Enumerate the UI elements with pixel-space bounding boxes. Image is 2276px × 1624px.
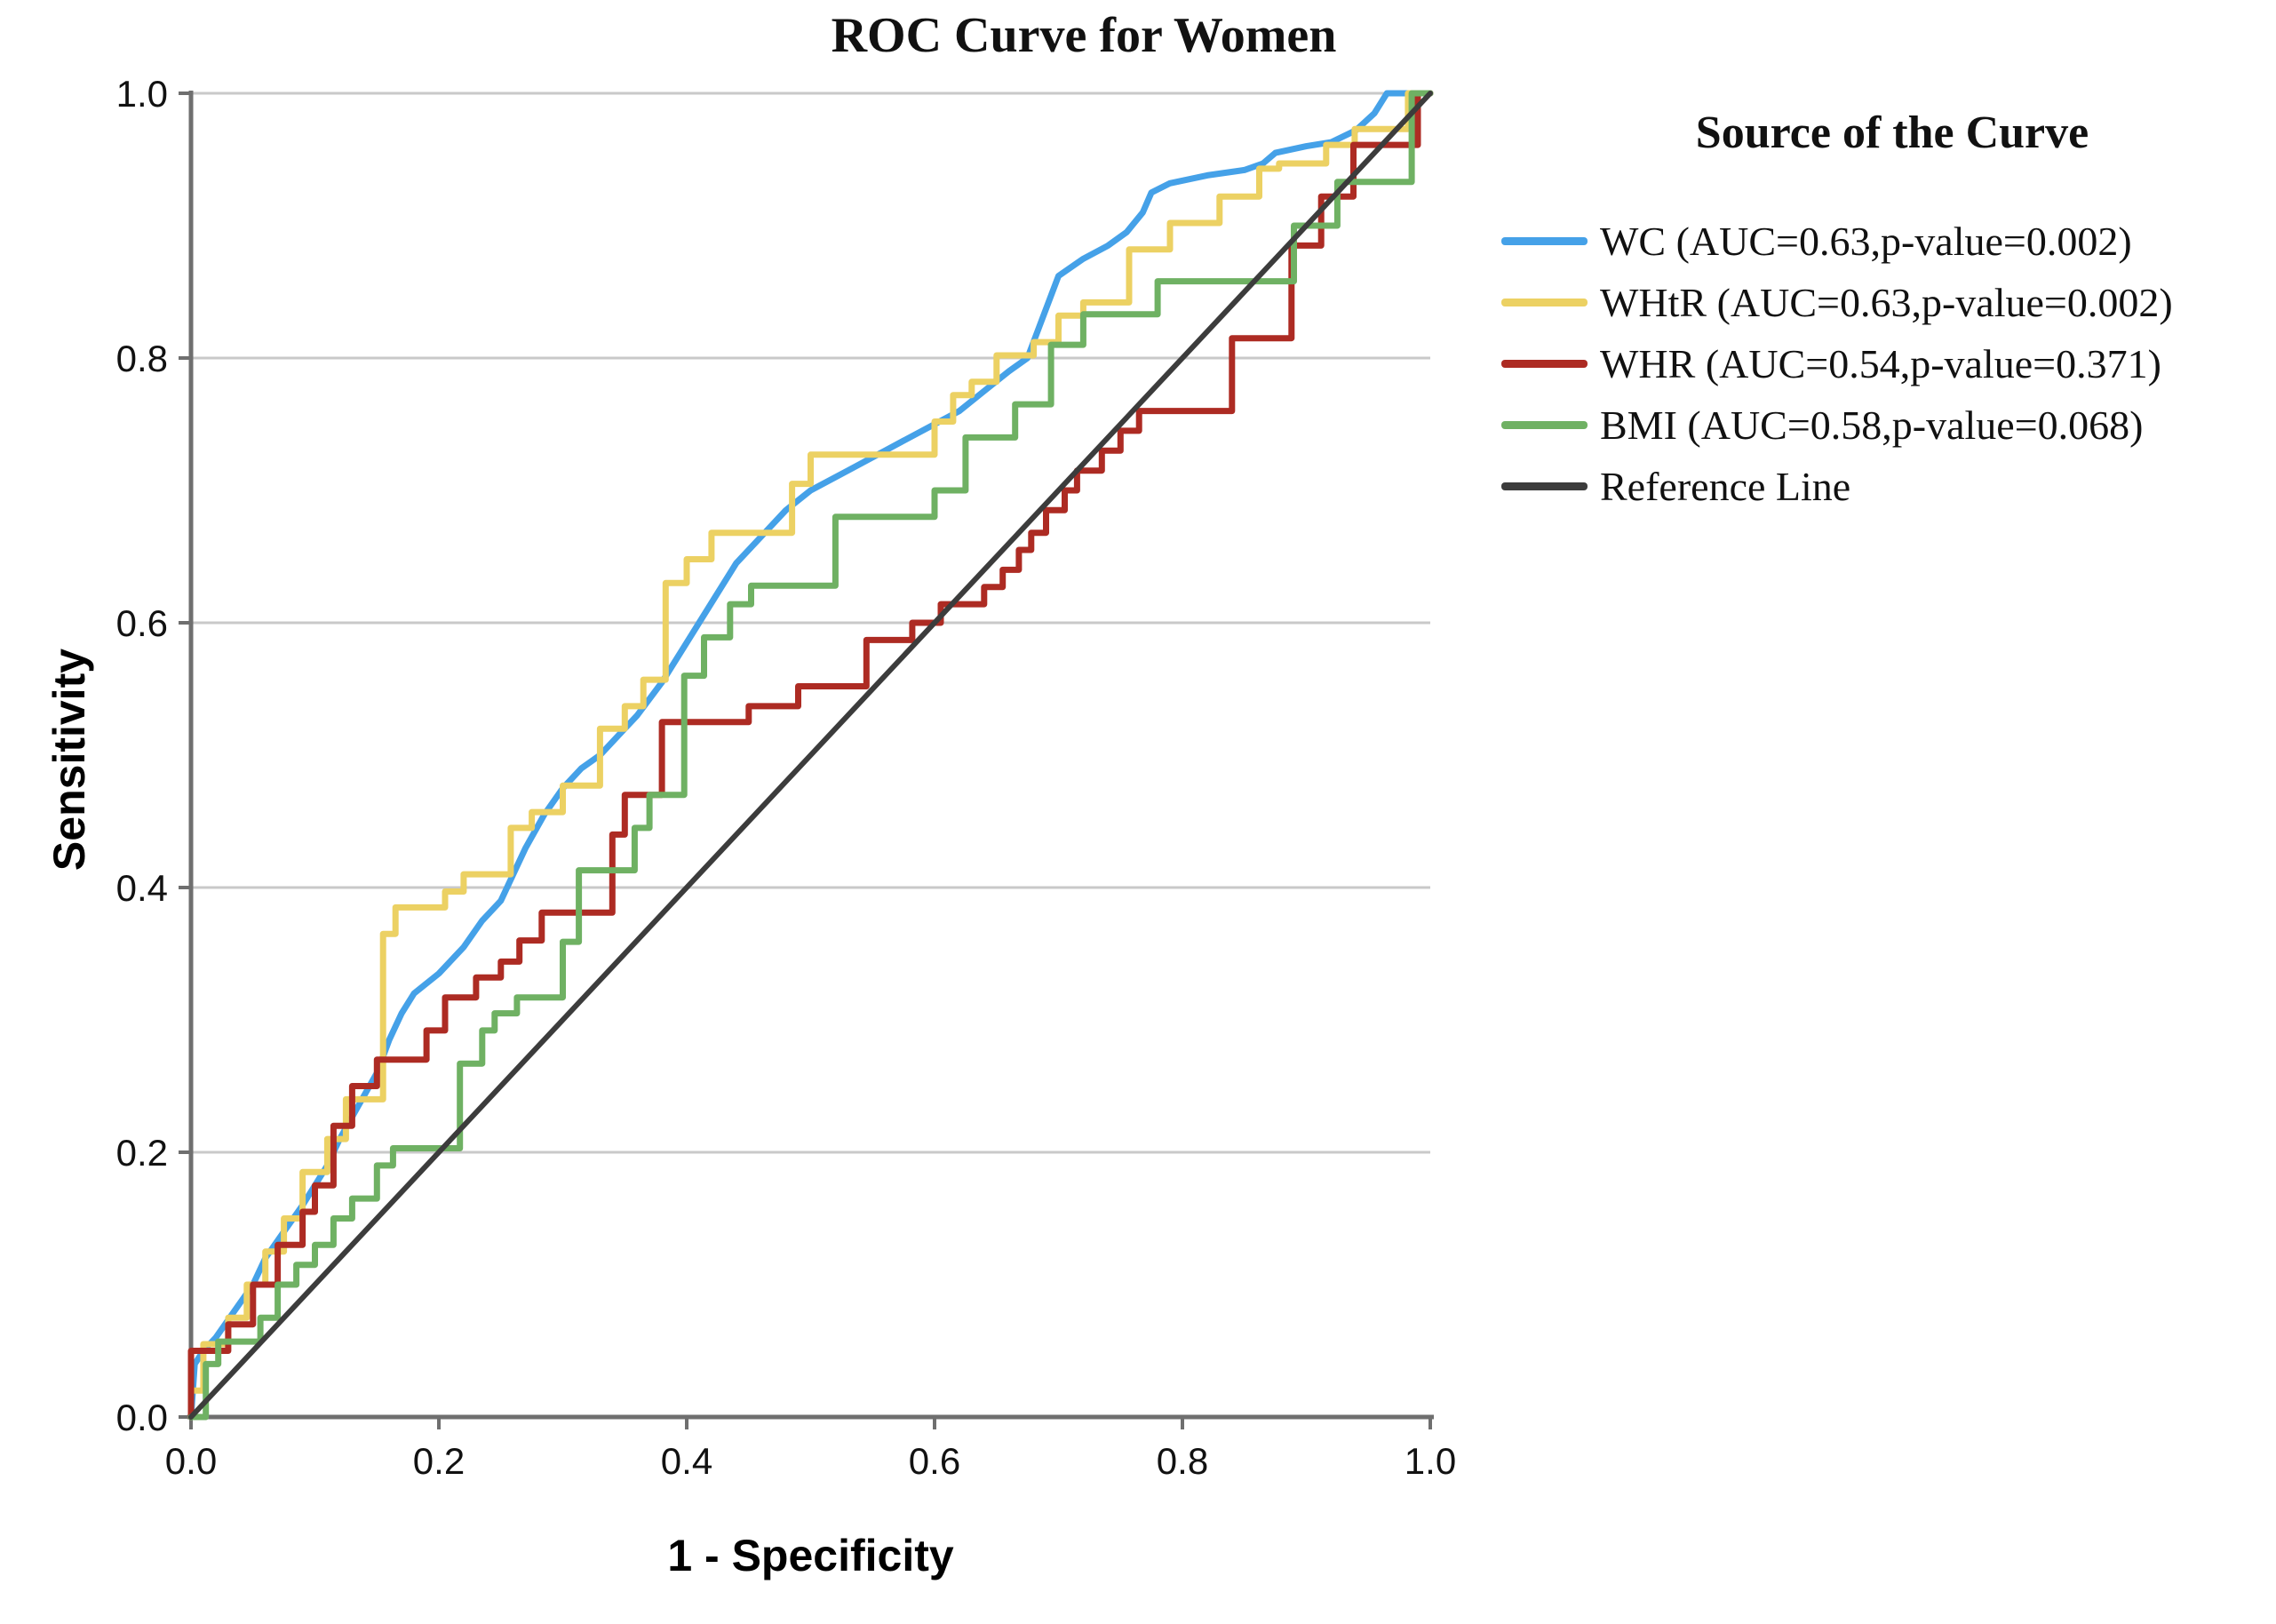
legend: Source of the Curve WC (AUC=0.63,p-value… — [1501, 107, 2265, 517]
curve-bmi — [187, 90, 1434, 1421]
y-tick-label-0.4: 0.4 — [116, 867, 168, 909]
y-tick-label-1: 1.0 — [116, 73, 168, 115]
y-tick-label-0.6: 0.6 — [116, 602, 168, 644]
legend-title: Source of the Curve — [1695, 107, 2089, 158]
legend-items: WC (AUC=0.63,p-value=0.002) WHtR (AUC=0.6… — [1501, 211, 2265, 517]
legend-item-wc: WC (AUC=0.63,p-value=0.002) — [1501, 211, 2265, 272]
y-tick-label-0.8: 0.8 — [116, 338, 168, 379]
x-tick-label-0: 0.0 — [165, 1440, 217, 1482]
curve-whtr — [187, 90, 1434, 1421]
reference-line — [188, 91, 1433, 1420]
legend-item-whr: WHR (AUC=0.54,p-value=0.371) — [1501, 333, 2265, 394]
y-axis-title: Sensitivity — [44, 648, 94, 872]
y-tick-label-0.2: 0.2 — [116, 1132, 168, 1174]
legend-swatch-bmi — [1501, 421, 1588, 429]
legend-item-reference: Reference Line — [1501, 456, 2265, 517]
legend-label-whtr: WHtR (AUC=0.63,p-value=0.002) — [1600, 280, 2173, 325]
x-tick-label-0.4: 0.4 — [661, 1440, 712, 1482]
curve-whr — [187, 90, 1434, 1421]
x-tick-label-0.2: 0.2 — [413, 1440, 465, 1482]
x-axis-title: 1 - Specificity — [667, 1531, 954, 1580]
chart-title: ROC Curve for Women — [831, 8, 1337, 63]
legend-swatch-wc — [1501, 237, 1588, 245]
legend-item-bmi: BMI (AUC=0.58,p-value=0.068) — [1501, 394, 2265, 456]
x-tick-label-1: 1.0 — [1405, 1440, 1456, 1482]
legend-label-whr: WHR (AUC=0.54,p-value=0.371) — [1600, 341, 2161, 386]
x-tick-label-0.8: 0.8 — [1157, 1440, 1208, 1482]
legend-label-wc: WC (AUC=0.63,p-value=0.002) — [1600, 219, 2132, 264]
legend-swatch-whr — [1501, 360, 1588, 368]
legend-swatch-whtr — [1501, 299, 1588, 306]
legend-item-whtr: WHtR (AUC=0.63,p-value=0.002) — [1501, 272, 2265, 333]
legend-label-reference: Reference Line — [1600, 464, 1851, 509]
legend-swatch-reference — [1501, 482, 1588, 490]
legend-label-bmi: BMI (AUC=0.58,p-value=0.068) — [1600, 402, 2144, 448]
x-tick-label-0.6: 0.6 — [909, 1440, 960, 1482]
y-tick-label-0: 0.0 — [116, 1397, 168, 1438]
